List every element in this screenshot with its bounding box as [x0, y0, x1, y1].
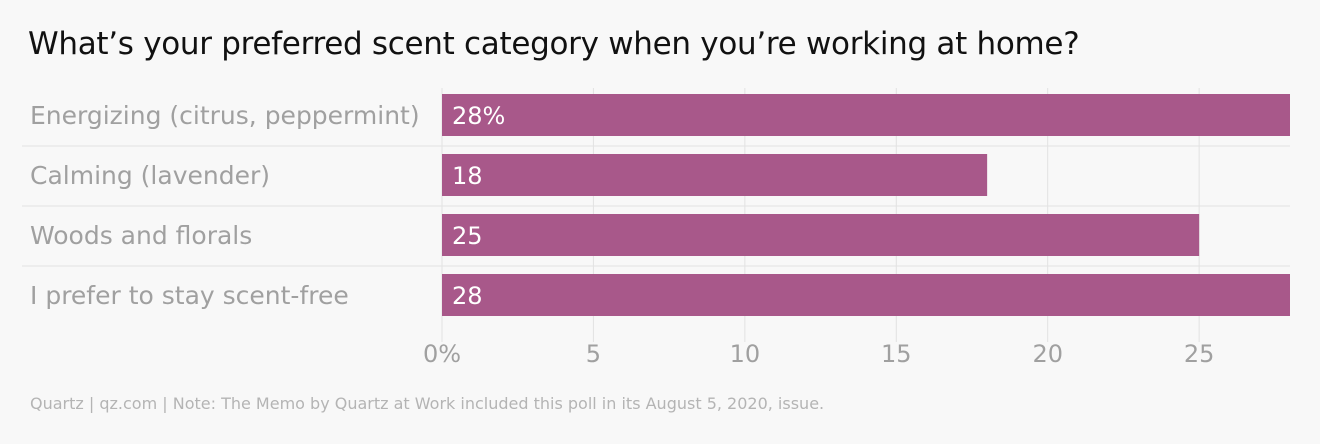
bar — [442, 94, 1290, 136]
x-tick-label: 5 — [586, 340, 601, 368]
x-tick-label: 20 — [1032, 340, 1063, 368]
x-tick-label: 0% — [423, 340, 461, 368]
bar-value-label: 28 — [452, 282, 483, 310]
bar — [442, 154, 988, 196]
chart-title: What’s your preferred scent category whe… — [28, 26, 1080, 62]
bar — [442, 274, 1290, 316]
bar-value-label: 18 — [452, 162, 483, 190]
category-label: Calming (lavender) — [30, 161, 270, 190]
x-tick-label: 10 — [730, 340, 761, 368]
category-label: I prefer to stay scent-free — [30, 281, 349, 310]
bar-value-label: 28% — [452, 102, 505, 130]
category-label: Woods and florals — [30, 221, 252, 250]
bar — [442, 214, 1200, 256]
x-tick-label: 15 — [881, 340, 912, 368]
bar-value-label: 25 — [452, 222, 483, 250]
category-label: Energizing (citrus, peppermint) — [30, 101, 420, 130]
x-tick-label: 25 — [1184, 340, 1215, 368]
chart-footer: Quartz | qz.com | Note: The Memo by Quar… — [30, 394, 825, 413]
